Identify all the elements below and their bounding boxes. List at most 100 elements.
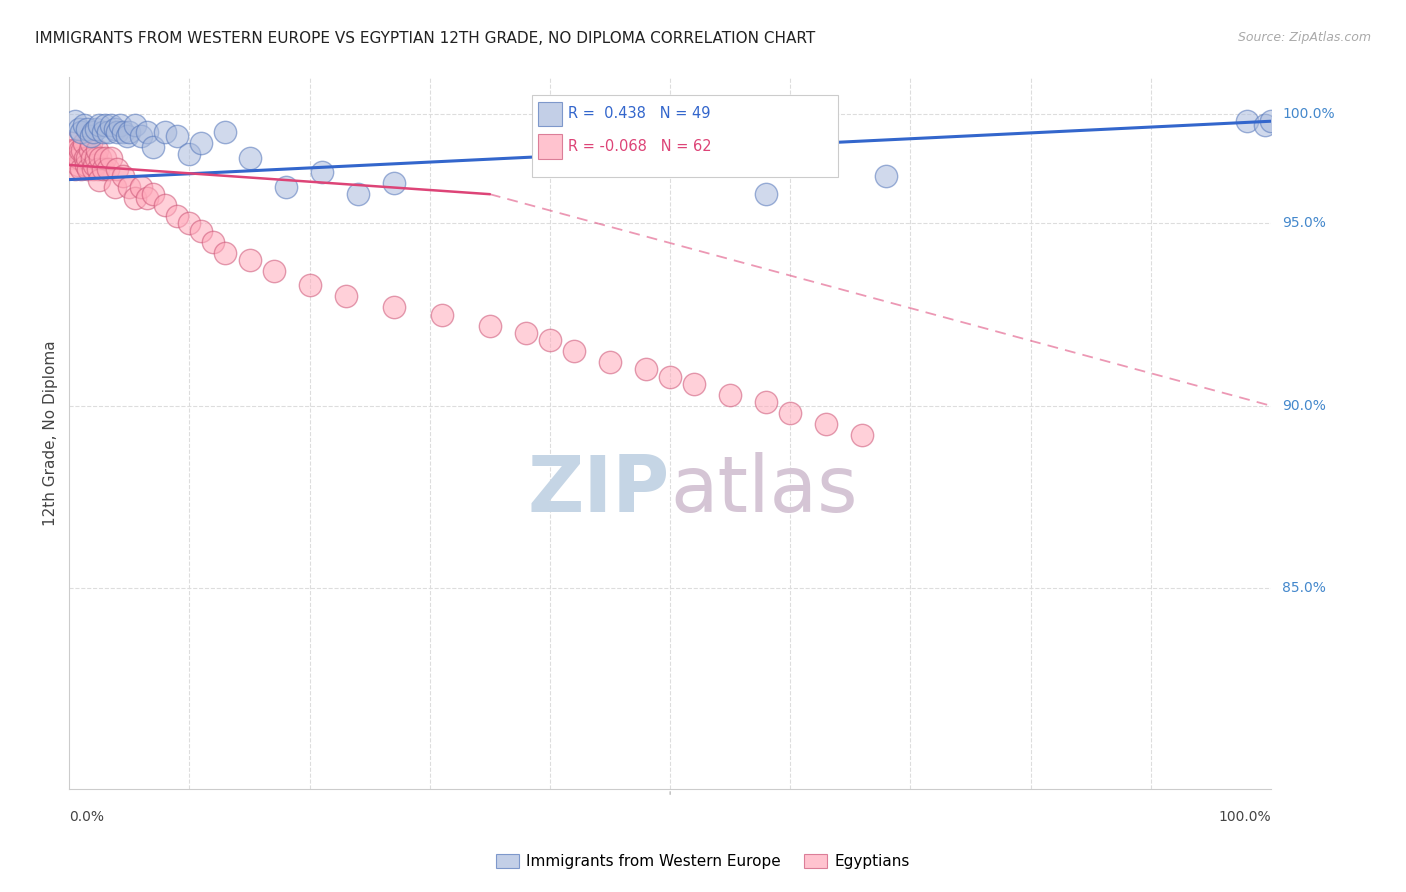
Point: [66, 158, 89, 172]
Point: [562, 344, 585, 359]
Text: 95.0%: 95.0%: [1282, 217, 1326, 230]
Point: [190, 224, 212, 238]
Point: [65, 161, 87, 176]
Point: [70, 125, 93, 139]
Point: [142, 140, 165, 154]
Point: [214, 125, 236, 139]
Point: [105, 161, 128, 176]
Point: [91, 161, 114, 176]
Text: atlas: atlas: [671, 452, 858, 528]
Point: [76, 151, 98, 165]
Point: [179, 216, 201, 230]
Legend: Immigrants from Western Europe, Egyptians: Immigrants from Western Europe, Egyptian…: [489, 847, 917, 875]
Point: [263, 264, 285, 278]
Point: [118, 125, 141, 139]
Point: [636, 362, 658, 376]
Point: [89, 151, 111, 165]
Point: [87, 161, 110, 176]
Point: [65, 114, 87, 128]
Text: ZIP: ZIP: [527, 452, 671, 528]
Point: [430, 308, 453, 322]
Point: [83, 158, 105, 172]
Point: [382, 300, 405, 314]
Point: [538, 333, 561, 347]
Point: [755, 187, 778, 202]
Point: [72, 136, 94, 150]
Text: Source: ZipAtlas.com: Source: ZipAtlas.com: [1237, 31, 1371, 45]
Point: [97, 161, 120, 176]
Point: [82, 125, 104, 139]
Point: [60, 136, 83, 150]
Text: 100.0%: 100.0%: [1219, 810, 1271, 824]
Point: [166, 209, 188, 223]
Point: [112, 125, 135, 139]
Text: 100.0%: 100.0%: [1282, 107, 1334, 121]
Point: [298, 278, 321, 293]
Point: [683, 376, 706, 391]
Point: [89, 172, 111, 186]
Point: [67, 151, 90, 165]
Point: [346, 187, 368, 202]
Point: [91, 125, 114, 139]
Point: [108, 118, 131, 132]
Point: [131, 180, 153, 194]
Point: [136, 191, 159, 205]
Text: 90.0%: 90.0%: [1282, 399, 1326, 413]
Point: [815, 417, 838, 431]
Point: [79, 144, 101, 158]
Point: [80, 151, 103, 165]
Point: [142, 187, 165, 202]
Point: [190, 136, 212, 150]
Point: [86, 144, 108, 158]
Y-axis label: 12th Grade, No Diploma: 12th Grade, No Diploma: [44, 341, 58, 526]
Point: [599, 355, 621, 369]
Text: 85.0%: 85.0%: [1282, 582, 1326, 595]
Point: [62, 144, 84, 158]
Point: [94, 151, 117, 165]
Point: [1260, 114, 1282, 128]
Point: [136, 125, 159, 139]
Point: [73, 151, 96, 165]
Point: [202, 235, 225, 249]
Point: [155, 125, 177, 139]
Point: [214, 245, 236, 260]
Point: [124, 191, 146, 205]
Point: [104, 121, 127, 136]
Point: [478, 318, 501, 333]
Point: [100, 151, 122, 165]
Point: [112, 169, 135, 183]
Point: [311, 165, 333, 179]
Point: [89, 118, 111, 132]
Point: [131, 128, 153, 143]
Point: [118, 180, 141, 194]
Point: [179, 147, 201, 161]
Point: [274, 180, 297, 194]
Point: [1236, 114, 1258, 128]
Text: R =  0.438   N = 49: R = 0.438 N = 49: [568, 106, 710, 121]
Point: [515, 326, 537, 340]
Text: IMMIGRANTS FROM WESTERN EUROPE VS EGYPTIAN 12TH GRADE, NO DIPLOMA CORRELATION CH: IMMIGRANTS FROM WESTERN EUROPE VS EGYPTI…: [35, 31, 815, 46]
Point: [75, 158, 97, 172]
Point: [72, 118, 94, 132]
Point: [659, 369, 682, 384]
Point: [851, 428, 873, 442]
Point: [97, 125, 120, 139]
Point: [875, 169, 897, 183]
Point: [238, 151, 260, 165]
FancyBboxPatch shape: [538, 135, 562, 159]
Point: [238, 252, 260, 267]
Point: [104, 180, 127, 194]
Point: [67, 121, 90, 136]
Point: [80, 128, 103, 143]
Point: [718, 388, 741, 402]
Point: [77, 161, 100, 176]
FancyBboxPatch shape: [531, 95, 838, 177]
Point: [72, 144, 94, 158]
Point: [335, 289, 357, 303]
Point: [84, 151, 107, 165]
Point: [105, 125, 128, 139]
Point: [69, 144, 91, 158]
Point: [115, 128, 138, 143]
Point: [82, 161, 104, 176]
Point: [755, 395, 778, 409]
